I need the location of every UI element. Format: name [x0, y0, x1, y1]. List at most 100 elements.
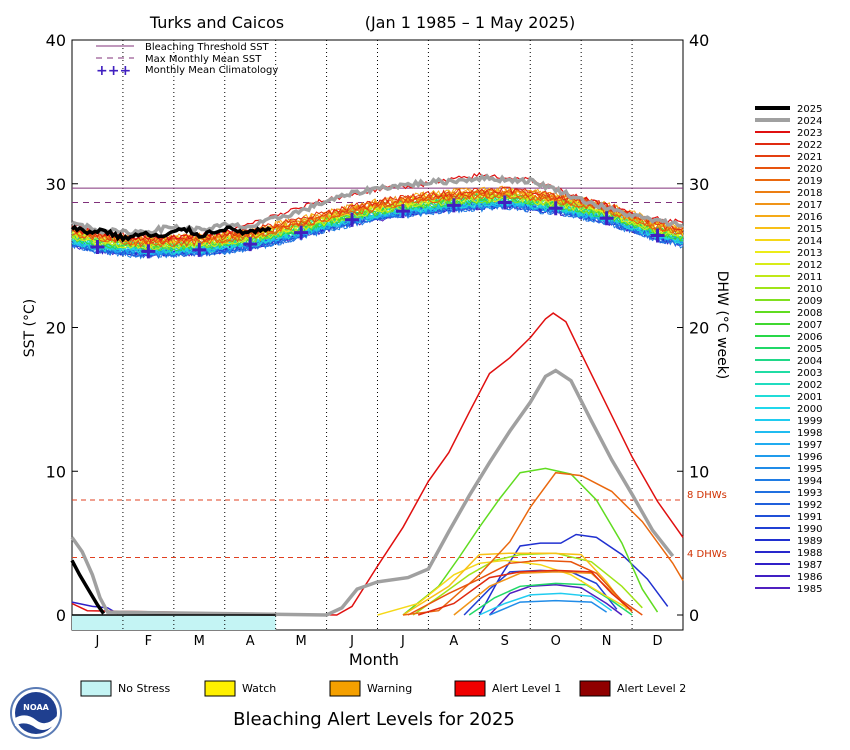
dhw-line-1990: [463, 569, 618, 616]
year-legend-label-1990: 1990: [797, 524, 822, 535]
year-legend-label-1996: 1996: [797, 452, 822, 463]
alert-label-no-stress: No Stress: [118, 682, 171, 695]
dhw-line-2008: [402, 467, 659, 616]
year-legend-label-1994: 1994: [797, 476, 822, 487]
climatology-cross: [395, 204, 410, 219]
sst-line-2024: [71, 173, 684, 237]
climatology-cross: [141, 244, 156, 259]
year-legend-label-2012: 2012: [797, 260, 822, 271]
dhw-line-2022: [417, 569, 633, 616]
year-legend-label-1992: 1992: [797, 500, 822, 511]
dhw-line-2025: [70, 559, 106, 615]
year-legend-label-2014: 2014: [797, 236, 822, 247]
alert-label-alert-2: Alert Level 2: [617, 682, 686, 695]
x-tick-label: J: [95, 634, 100, 649]
legend-climatology-swatch: +++: [96, 63, 131, 79]
year-legend-label-2009: 2009: [797, 296, 822, 307]
y-tick-label-left: 10: [46, 462, 66, 481]
y-tick-label-left: 30: [46, 175, 66, 194]
alert-swatch-alert-2: [579, 680, 611, 697]
dhw-line-2017: [453, 571, 633, 616]
year-legend-label-2008: 2008: [797, 308, 822, 319]
alert-swatch-no-stress: [80, 680, 112, 697]
x-tick-label: J: [400, 634, 405, 649]
year-legend-label-2018: 2018: [797, 188, 822, 199]
year-legend-label-2003: 2003: [797, 368, 822, 379]
x-tick-label: O: [551, 634, 561, 649]
year-legend-label-2024: 2024: [797, 116, 822, 127]
dhw-line-1985: [488, 584, 623, 616]
year-legend-label-2000: 2000: [797, 404, 822, 415]
plot-area: J F M A M J J A S O N D 0 0 10 10 20 20 30 30 40 40: [46, 31, 710, 649]
alert-swatch-warning: [329, 680, 361, 697]
year-legend-label-1998: 1998: [797, 428, 822, 439]
year-legend-label-1995: 1995: [797, 464, 822, 475]
alert-swatch-watch: [204, 680, 236, 697]
sst-line-2022: [71, 186, 684, 243]
year-legend-label-2019: 2019: [797, 176, 822, 187]
climatology-cross: [90, 240, 105, 254]
dhw-line-1999: [478, 592, 613, 616]
year-legend-label-1987: 1987: [797, 560, 822, 571]
dhw-line-1995: [489, 599, 608, 616]
x-tick-label: S: [501, 634, 509, 649]
year-legend-label-1985: 1985: [797, 584, 822, 595]
climatology-cross: [294, 225, 309, 240]
dhw-line-2015: [402, 552, 628, 616]
dhw-line-2023: [71, 312, 684, 616]
legend-threshold-label: Bleaching Threshold SST: [145, 42, 270, 53]
year-legend-label-1986: 1986: [797, 572, 822, 583]
y-tick-label-right: 30: [689, 175, 709, 194]
year-legend-label-2022: 2022: [797, 140, 822, 151]
year-legend-label-2010: 2010: [797, 284, 822, 295]
y-tick-label-left: 0: [56, 606, 66, 625]
alert-label-warning: Warning: [367, 682, 412, 695]
alert-legend: No Stress Watch Warning Alert Level 1 Al…: [80, 680, 686, 730]
dhw-8-label: 8 DHWs: [687, 490, 727, 501]
dhw-line-2024: [70, 368, 675, 617]
year-legend-label-1993: 1993: [797, 488, 822, 499]
y-tick-label-right: 20: [689, 319, 709, 338]
year-legend-label-2016: 2016: [797, 212, 822, 223]
legend-climatology-label: Monthly Mean Climatology: [145, 65, 278, 76]
year-legend-label-1991: 1991: [797, 512, 822, 523]
alert-legend-title: Bleaching Alert Levels for 2025: [233, 709, 515, 730]
sst-legend: Bleaching Threshold SST Max Monthly Mean…: [96, 42, 278, 79]
y-tick-label-right: 10: [689, 462, 709, 481]
legend-mmm-label: Max Monthly Mean SST: [145, 54, 262, 65]
y-tick-label-left: 40: [46, 31, 66, 50]
sst-line-2021: [71, 188, 684, 245]
year-legend-label-2020: 2020: [797, 164, 822, 175]
year-legend-label-2002: 2002: [797, 380, 822, 391]
year-legend-label-2025: 2025: [797, 104, 822, 115]
climatology-cross: [497, 195, 512, 210]
dhw-line-2014: [377, 559, 633, 616]
sst-line-2006: [71, 195, 684, 252]
x-tick-label: N: [602, 634, 612, 649]
noaa-logo-text: NOAA: [23, 703, 49, 712]
climatology-cross: [650, 228, 665, 243]
year-legend-label-2007: 2007: [797, 320, 822, 331]
dhw-line-2005: [468, 582, 633, 616]
x-tick-label: A: [246, 634, 255, 649]
dhw-4-label: 4 DHWs: [687, 549, 727, 560]
y-axis-left-label: SST (°C): [22, 299, 38, 357]
alert-swatch-alert-1: [454, 680, 486, 697]
y-tick-label-right: 40: [689, 31, 709, 50]
x-tick-label: A: [449, 634, 458, 649]
dhw-line-2020: [407, 559, 643, 616]
year-legend-label-2017: 2017: [797, 200, 822, 211]
year-legend-label-2004: 2004: [797, 356, 822, 367]
year-legend-label-1997: 1997: [797, 440, 822, 451]
year-legend-label-1989: 1989: [797, 536, 822, 547]
climatology-cross: [446, 198, 461, 213]
x-tick-label: F: [145, 634, 152, 649]
y-tick-label-left: 20: [46, 319, 66, 338]
year-legend-label-1999: 1999: [797, 416, 822, 427]
no-stress-band: [72, 615, 276, 630]
alert-label-watch: Watch: [242, 682, 276, 695]
sst-line-2025: [70, 224, 272, 243]
y-tick-label-right: 0: [689, 606, 699, 625]
alert-label-alert-1: Alert Level 1: [492, 682, 561, 695]
